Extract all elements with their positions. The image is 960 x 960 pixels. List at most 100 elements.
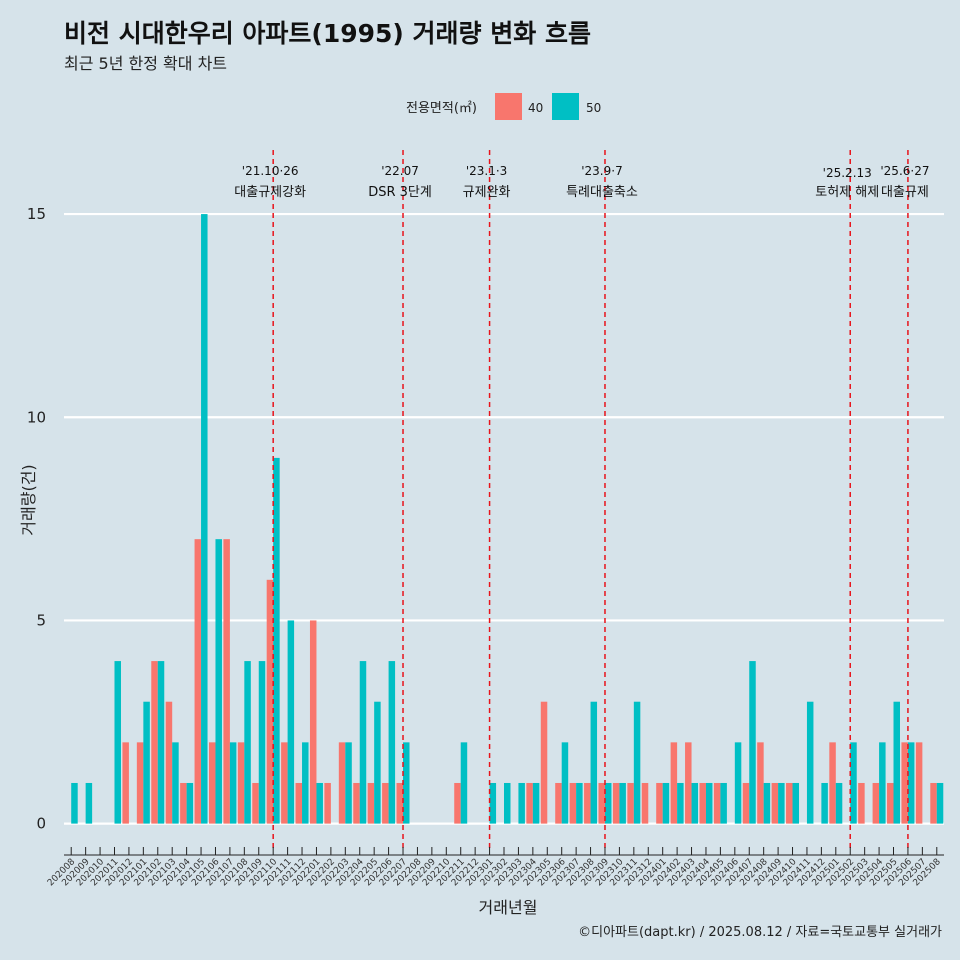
bar-50-202204 <box>359 661 367 824</box>
y-axis-title: 거래량(건) <box>19 464 38 535</box>
event-label: 대출규제 <box>881 185 929 200</box>
bar-40-202204 <box>353 782 360 824</box>
bar-40-202102 <box>151 661 158 824</box>
bar-40-202305 <box>540 701 548 824</box>
bar-40-202501 <box>829 742 836 824</box>
bar-50-202111 <box>287 620 295 824</box>
bar-50-202506 <box>907 742 915 824</box>
bar-50-202309 <box>604 782 612 824</box>
bar-50-202407 <box>749 661 756 824</box>
bar-50-202311 <box>633 701 641 824</box>
bar-40-202206 <box>382 782 389 824</box>
legend: 전용면적(㎡) 40 50 <box>406 93 601 120</box>
bar-40-202110 <box>266 579 274 824</box>
legend-swatch-50 <box>552 93 579 120</box>
bar-40-202101 <box>136 742 144 824</box>
bar-40-202405 <box>713 782 721 824</box>
event-markers: '21.10·26 대출규제강화 '22.07 DSR 3단계 '23.1·3 규제완화 '… <box>234 150 929 848</box>
bar-40-202506 <box>901 742 908 824</box>
event-label: 토허제 해제 <box>815 185 879 200</box>
bar-40-202503 <box>858 782 865 824</box>
bar-50-202011 <box>114 661 121 824</box>
bar-40-202307 <box>569 782 577 824</box>
bar-50-202402 <box>677 782 684 824</box>
bar-50-202307 <box>576 782 583 824</box>
bar-40-202109 <box>252 782 259 824</box>
bar-40-202308 <box>584 782 591 824</box>
bar-40-202105 <box>194 539 202 824</box>
bar-50-202303 <box>518 782 525 824</box>
y-axis: 0 5 10 15 <box>27 205 46 833</box>
bar-50-202203 <box>345 742 352 824</box>
bar-50-202502 <box>850 742 857 824</box>
chart-subtitle: 최근 5년 한정 확대 차트 <box>64 54 227 73</box>
bar-40-202211 <box>454 782 461 824</box>
event-label: DSR 3단계 <box>368 185 432 200</box>
bar-50-202107 <box>229 742 237 824</box>
bar-40-202306 <box>555 782 562 824</box>
bar-50-202409 <box>778 782 785 824</box>
legend-label-40: 40 <box>528 101 543 115</box>
event-date: '22.07 <box>381 164 419 178</box>
bar-40-202401 <box>656 782 663 824</box>
bar-40-202108 <box>237 742 245 824</box>
bar-50-202410 <box>792 782 800 824</box>
bar-40-202404 <box>699 782 706 824</box>
caption: ©디아파트(dapt.kr) / 2025.08.12 / 자료=국토교통부 실… <box>578 925 942 940</box>
bar-50-202404 <box>705 782 713 824</box>
legend-label-50: 50 <box>586 101 601 115</box>
bar-40-202103 <box>165 701 173 824</box>
bar-40-202111 <box>281 742 288 824</box>
event-date: '25.6·27 <box>880 164 929 178</box>
bar-50-202207 <box>403 742 410 824</box>
bar-40-202205 <box>367 782 375 824</box>
bar-50-202105 <box>201 214 208 824</box>
bar-40-202012 <box>122 742 129 824</box>
event-label: 규제완화 <box>463 185 511 200</box>
bar-50-202306 <box>561 742 569 824</box>
bar-50-202104 <box>186 782 194 824</box>
bar-40-202304 <box>526 782 533 824</box>
bar-50-202008 <box>71 782 78 824</box>
bar-50-202101 <box>143 701 150 824</box>
bar-50-202201 <box>316 782 323 824</box>
bar-50-202401 <box>662 782 670 824</box>
event-date: '23.9·7 <box>581 164 622 178</box>
bar-40-202507 <box>915 742 923 824</box>
bar-50-202103 <box>172 742 179 824</box>
bar-50-202009 <box>85 782 93 824</box>
bar-50-202310 <box>619 782 626 824</box>
y-tick-label: 15 <box>27 205 46 223</box>
bar-40-202504 <box>872 782 880 824</box>
bar-50-202304 <box>532 782 540 824</box>
bar-50-202211 <box>460 742 468 824</box>
bar-40-202203 <box>338 742 346 824</box>
bar-40-202508 <box>930 782 937 824</box>
bar-40-202310 <box>612 782 620 824</box>
bar-40-202202 <box>324 782 331 824</box>
bar-40-202410 <box>786 782 793 824</box>
bars <box>71 214 944 824</box>
bar-40-202104 <box>180 782 187 824</box>
bar-50-202112 <box>302 742 309 824</box>
bar-50-202411 <box>806 701 814 824</box>
y-tick-label: 0 <box>36 815 46 833</box>
event-label: 특례대출축소 <box>566 185 638 200</box>
bar-40-202106 <box>208 742 216 824</box>
bar-50-202408 <box>763 782 771 824</box>
y-tick-label: 5 <box>36 611 46 629</box>
bar-50-202505 <box>893 701 900 824</box>
bar-50-202403 <box>691 782 699 824</box>
bar-40-202107 <box>223 539 230 824</box>
bar-40-202505 <box>887 782 894 824</box>
bar-40-202312 <box>641 782 649 824</box>
bar-50-202102 <box>157 661 165 824</box>
y-tick-label: 10 <box>27 408 46 426</box>
legend-swatch-40 <box>495 93 522 120</box>
bar-50-202508 <box>936 782 944 824</box>
bar-50-202504 <box>879 742 886 824</box>
bar-40-202402 <box>670 742 678 824</box>
x-axis-title: 거래년월 <box>479 898 538 917</box>
